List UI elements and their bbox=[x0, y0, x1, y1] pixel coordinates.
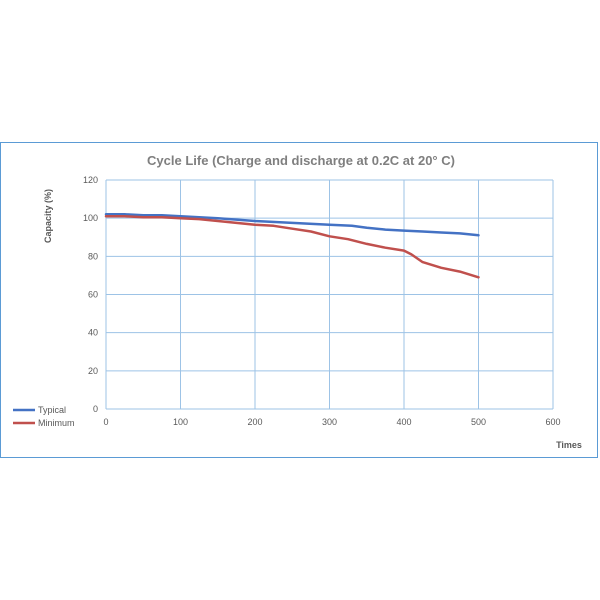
y-tick-label: 60 bbox=[88, 290, 98, 300]
y-axis-label: Capacity (%) bbox=[43, 189, 53, 243]
y-tick-label: 120 bbox=[83, 175, 98, 185]
y-tick-label: 100 bbox=[83, 213, 98, 223]
series-line-typical bbox=[104, 213, 480, 237]
x-axis-label: Times bbox=[556, 440, 582, 450]
x-tick-label: 300 bbox=[322, 417, 337, 427]
x-tick-label: 100 bbox=[173, 417, 188, 427]
x-tick-label: 500 bbox=[471, 417, 486, 427]
y-tick-label: 20 bbox=[88, 366, 98, 376]
x-tick-label: 0 bbox=[103, 417, 108, 427]
series-lines bbox=[104, 213, 480, 279]
x-tick-label: 200 bbox=[247, 417, 262, 427]
legend-label-typical: Typical bbox=[38, 405, 66, 415]
y-tick-label: 80 bbox=[88, 251, 98, 261]
x-tick-label: 400 bbox=[396, 417, 411, 427]
x-tick-label: 600 bbox=[545, 417, 560, 427]
series-line-minimum bbox=[104, 215, 480, 279]
y-tick-label: 40 bbox=[88, 328, 98, 338]
cycle-life-chart: Cycle Life (Charge and discharge at 0.2C… bbox=[13, 153, 582, 450]
chart-frame: Cycle Life (Charge and discharge at 0.2C… bbox=[0, 142, 598, 458]
grid bbox=[105, 179, 554, 410]
legend-label-minimum: Minimum bbox=[38, 418, 75, 428]
chart-title: Cycle Life (Charge and discharge at 0.2C… bbox=[147, 153, 455, 168]
y-tick-label: 0 bbox=[93, 404, 98, 414]
tick-labels: 0 20 40 60 80 100 120 0 100 200 300 400 500 600 bbox=[83, 175, 561, 427]
legend: Typical Minimum bbox=[13, 405, 75, 428]
